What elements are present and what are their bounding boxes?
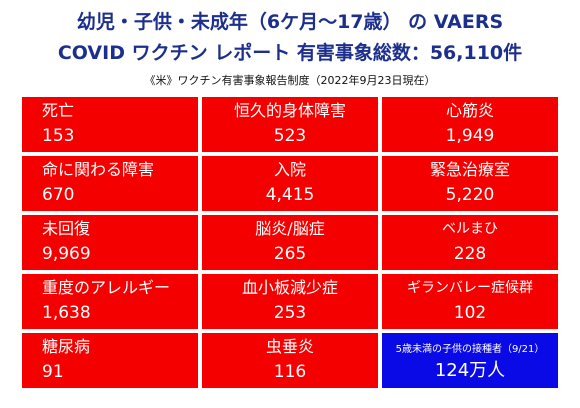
stat-box-myocarditis: 心筋炎 1,949	[382, 97, 558, 152]
stat-label: 虫垂炎	[265, 337, 314, 356]
stat-value: 4,415	[265, 185, 315, 205]
stat-box-emergency-room: 緊急治療室 5,220	[382, 156, 558, 211]
stat-label: 5歳未満の子供の接種者（9/21）	[395, 344, 545, 355]
stat-label: 命に関わる障害	[42, 160, 155, 179]
stat-value: 91	[42, 362, 64, 382]
stat-label: 心筋炎	[445, 101, 494, 120]
stat-box-guillain-barre: ギランバレー症候群 102	[382, 274, 558, 329]
stat-box-under-5-vaccinated: 5歳未満の子供の接種者（9/21） 124万人	[382, 333, 558, 388]
stat-box-diabetes: 糖尿病 91	[22, 333, 198, 388]
stat-box-appendicitis: 虫垂炎 116	[202, 333, 378, 388]
stat-value: 153	[42, 126, 75, 146]
stat-value: 265	[273, 244, 307, 264]
stat-box-permanent-disability: 恒久的身体障害 523	[202, 97, 378, 152]
stat-label: 未回復	[42, 219, 91, 238]
title-line-1: 幼児・子供・未成年（6ケ月～17歳） の VAERS	[76, 11, 504, 33]
stat-value: 116	[273, 362, 307, 382]
stat-value: 1,638	[42, 303, 91, 323]
stat-value: 253	[273, 303, 307, 323]
stat-box-death: 死亡 153	[22, 97, 198, 152]
stat-box-severe-allergy: 重度のアレルギー 1,638	[22, 274, 198, 329]
stat-label: ギランバレー症候群	[407, 280, 533, 296]
stat-value: 9,969	[42, 244, 91, 264]
subtitle: 《米》ワクチン有害事象報告制度（2022年9月23日現在）	[144, 74, 436, 87]
stat-value: 1,949	[445, 126, 495, 146]
title-line-2: COVID ワクチン レポート 有害事象総数：56,110件	[57, 42, 523, 64]
stat-box-hospitalized: 入院 4,415	[202, 156, 378, 211]
stat-label: ベルまひ	[442, 221, 498, 237]
stat-value: 102	[453, 303, 487, 323]
stat-box-encephalitis: 脳炎/脳症 265	[202, 215, 378, 270]
stat-label: 血小板減少症	[241, 278, 338, 297]
stat-box-bells-palsy: ベルまひ 228	[382, 215, 558, 270]
stat-label: 脳炎/脳症	[255, 219, 325, 238]
stat-label: 重度のアレルギー	[42, 278, 171, 297]
stat-label: 入院	[273, 160, 306, 179]
stat-value: 5,220	[445, 185, 495, 205]
stat-label: 死亡	[42, 101, 75, 120]
stat-box-not-recovered: 未回復 9,969	[22, 215, 198, 270]
stat-value: 124万人	[434, 360, 506, 381]
stat-label: 糖尿病	[42, 337, 91, 356]
stat-value: 228	[453, 244, 487, 264]
stat-label: 緊急治療室	[429, 160, 510, 179]
stat-box-thrombocytopenia: 血小板減少症 253	[202, 274, 378, 329]
stat-value: 670	[42, 185, 75, 205]
stat-label: 恒久的身体障害	[233, 101, 346, 120]
stat-value: 523	[273, 126, 307, 146]
stat-box-life-threatening: 命に関わる障害 670	[22, 156, 198, 211]
